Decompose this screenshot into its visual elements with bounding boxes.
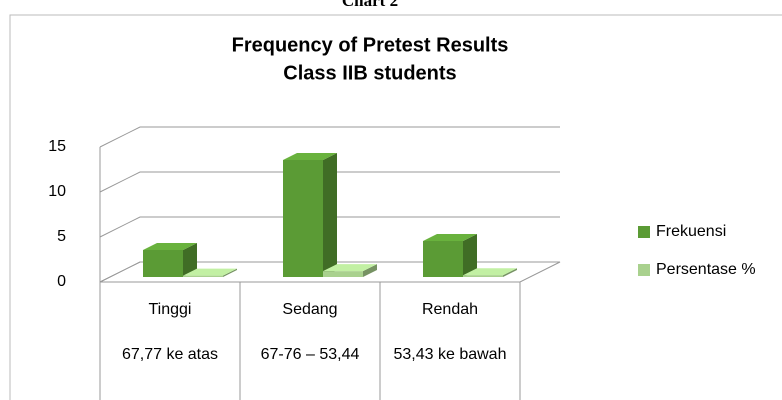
legend-label: Frekuensi	[656, 223, 726, 240]
bar-top	[143, 243, 197, 250]
bar-side	[323, 153, 337, 277]
grid-line	[99, 171, 560, 193]
y-tick-label: 10	[48, 183, 66, 200]
grid-line	[99, 216, 560, 238]
bar	[143, 250, 183, 277]
chart-title: Frequency of Pretest Results	[232, 34, 509, 56]
bar-side	[223, 268, 237, 277]
legend-label: Persentase %	[656, 261, 756, 278]
caption: Chart 2	[342, 0, 398, 10]
bar	[323, 271, 363, 277]
bar	[183, 275, 223, 277]
legend-swatch	[638, 226, 650, 238]
y-tick-label: 0	[57, 273, 66, 290]
bar-side	[463, 234, 477, 277]
table-cell: Rendah	[421, 301, 479, 318]
bar-side	[363, 264, 377, 277]
y-tick-label: 15	[48, 138, 66, 155]
y-tick-label: 5	[57, 228, 66, 245]
grid-line	[99, 126, 560, 148]
table-cell: Tinggi	[148, 301, 192, 318]
bar-top	[423, 234, 477, 241]
bar	[423, 241, 463, 277]
table-cell: 67-76 – 53,44	[260, 346, 360, 363]
bar-top	[183, 268, 237, 276]
bar-side	[183, 243, 197, 277]
table-cell: 67,77 ke atas	[121, 346, 219, 363]
table-cell: 53,43 ke bawah	[393, 346, 507, 363]
table-cell: Sedang	[282, 301, 338, 318]
chart-subtitle: Class IIB students	[283, 62, 456, 84]
chart-frame	[9, 14, 782, 400]
bar-side	[503, 268, 517, 277]
legend-swatch	[638, 264, 650, 276]
grid-line	[99, 261, 560, 283]
bar-top	[463, 268, 517, 276]
bar	[463, 275, 503, 277]
bar-top	[323, 264, 377, 272]
bar-top	[283, 153, 337, 160]
bar	[283, 160, 323, 277]
